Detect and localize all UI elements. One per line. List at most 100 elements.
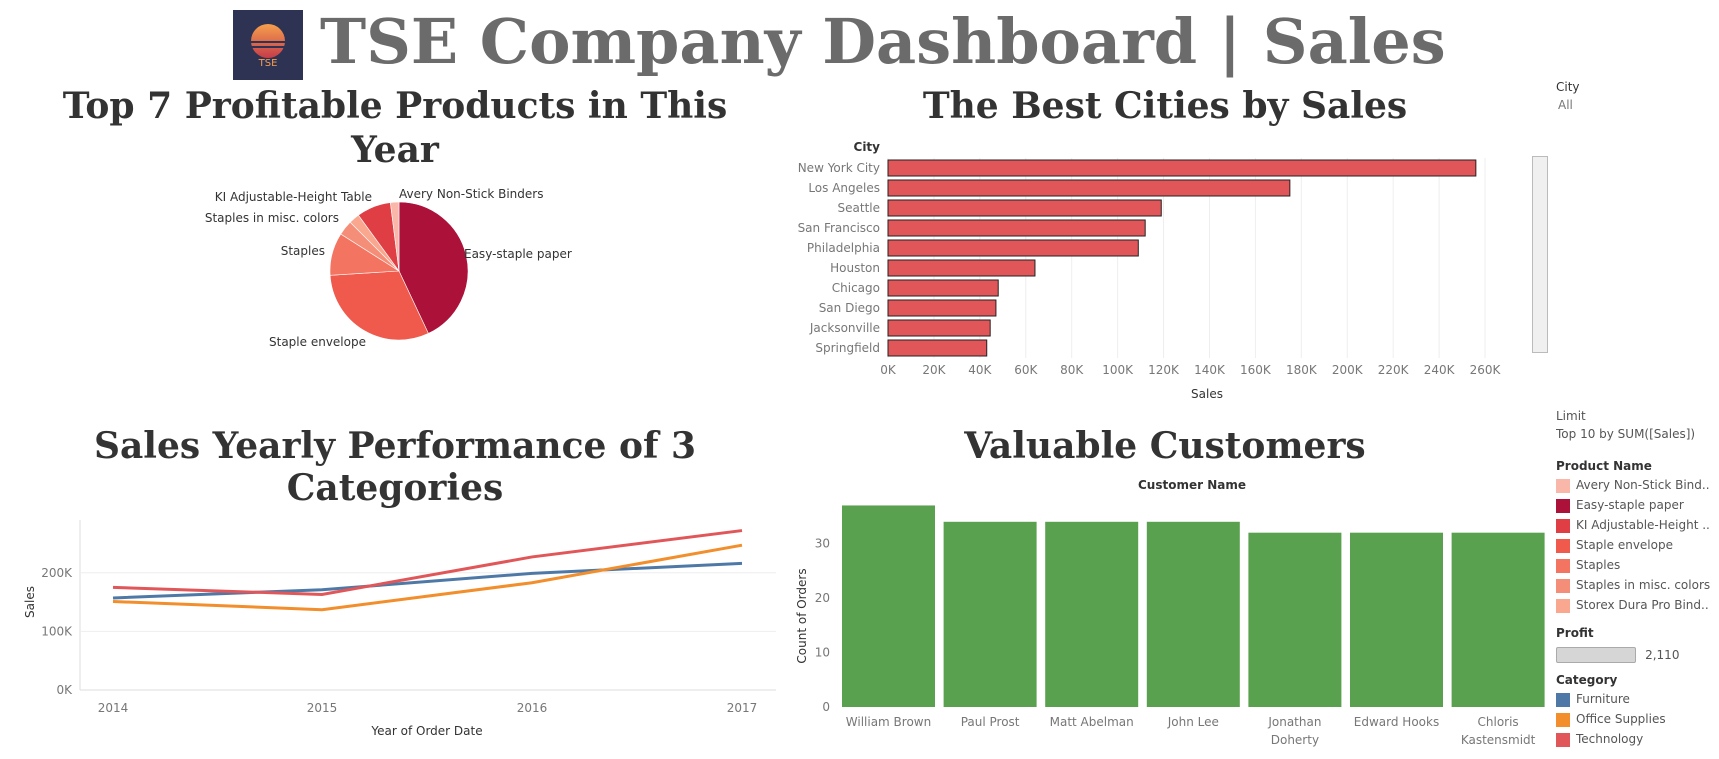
- category-legend-item-furniture[interactable]: Furniture: [1556, 689, 1716, 709]
- cities-axis-header: City: [854, 140, 881, 154]
- legend-swatch: [1556, 598, 1570, 613]
- city-filter-label: City: [1556, 80, 1580, 94]
- city-bar-seattle[interactable]: [887, 199, 1162, 217]
- cities-x-tick: 220K: [1378, 363, 1410, 377]
- cities-x-tick: 60K: [1014, 363, 1038, 377]
- customer-label-matt-abelman: Matt Abelman: [1050, 715, 1134, 729]
- legend-swatch: [1556, 558, 1570, 573]
- legend-label: Furniture: [1576, 692, 1630, 706]
- line-series-office-supplies[interactable]: [112, 543, 743, 612]
- legend-label: Avery Non-Stick Bind..: [1576, 478, 1710, 492]
- city-label-los-angeles: Los Angeles: [808, 181, 880, 195]
- city-bar-san-francisco[interactable]: [887, 219, 1146, 237]
- profit-range-bar: [1556, 646, 1636, 663]
- cities-x-tick: 120K: [1148, 363, 1180, 377]
- category-legend-item-technology[interactable]: Technology: [1556, 729, 1716, 749]
- pie-label-ki-table: KI Adjustable-Height Table: [215, 190, 372, 204]
- product-legend-item-avery-non-stick-bind[interactable]: Avery Non-Stick Bind..: [1556, 475, 1716, 495]
- customers-header: Customer Name: [1138, 478, 1246, 492]
- city-bar-houston[interactable]: [887, 259, 1036, 277]
- cities-x-tick: 100K: [1102, 363, 1134, 377]
- customer-bar-william-brown[interactable]: [842, 505, 935, 707]
- city-bar-los-angeles[interactable]: [887, 179, 1291, 197]
- cities-x-tick: 200K: [1332, 363, 1364, 377]
- customer-label-chloris-kastensmidt: Chloris Kastensmidt: [1461, 715, 1536, 747]
- line-series-technology[interactable]: [112, 529, 743, 596]
- product-legend-item-storex-dura-pro-bind[interactable]: Storex Dura Pro Bind..: [1556, 595, 1716, 615]
- city-bar-chicago[interactable]: [887, 279, 999, 297]
- city-label-springfield: Springfield: [815, 341, 880, 355]
- legend-label: Technology: [1576, 732, 1644, 746]
- city-bar-san-diego[interactable]: [887, 299, 997, 317]
- profit-value: 2,110: [1645, 648, 1680, 662]
- pie-label-staple-envelope: Staple envelope: [269, 335, 366, 349]
- legend-swatch: [1556, 538, 1570, 553]
- legend-label: Easy-staple paper: [1576, 498, 1684, 512]
- customer-bar-john-lee[interactable]: [1146, 521, 1240, 707]
- cities-scrollbar[interactable]: [1532, 156, 1548, 353]
- cities-x-tick: 20K: [922, 363, 946, 377]
- pie-chart: Avery Non-Stick Binders Easy-staple pape…: [205, 187, 572, 349]
- customer-bar-jonathan-doherty[interactable]: [1248, 532, 1342, 707]
- legend-swatch: [1556, 478, 1570, 493]
- dashboard-title: TSE Company Dashboard | Sales: [320, 5, 1446, 78]
- pie-label-avery: Avery Non-Stick Binders: [399, 187, 543, 201]
- legend-label: Staple envelope: [1576, 538, 1673, 552]
- legend-swatch: [1556, 578, 1570, 593]
- city-label-houston: Houston: [830, 261, 880, 275]
- profit-legend: Profit 2,110: [1556, 626, 1716, 663]
- line-y-axis-title: Sales: [23, 586, 37, 618]
- limit-label: Limit: [1556, 409, 1586, 423]
- legend-label: Storex Dura Pro Bind..: [1576, 598, 1709, 612]
- city-bar-springfield[interactable]: [887, 339, 988, 357]
- line-x-tick-2014: 2014: [98, 701, 129, 715]
- customers-bar-chart: Customer Name William Brown Paul Prost Mat…: [795, 478, 1545, 747]
- city-bar-philadelphia[interactable]: [887, 239, 1139, 257]
- city-bar-jacksonville[interactable]: [887, 319, 991, 337]
- legend-label: Staples in misc. colors: [1576, 578, 1711, 592]
- customers-chart-title: Valuable Customers: [964, 425, 1366, 467]
- line-y-tick: 0K: [56, 683, 73, 697]
- customer-label-john-lee: John Lee: [1167, 715, 1219, 729]
- line-y-tick: 100K: [41, 624, 73, 638]
- city-label-chicago: Chicago: [832, 281, 880, 295]
- cities-bar-chart: City New York City Los Angeles Seattle San …: [798, 140, 1502, 401]
- customer-bar-edward-hooks[interactable]: [1350, 532, 1443, 707]
- line-series-furniture[interactable]: [112, 561, 743, 600]
- product-legend-item-easy-staple-paper[interactable]: Easy-staple paper: [1556, 495, 1716, 515]
- customers-y-tick: 20: [815, 591, 830, 605]
- customers-y-tick: 30: [815, 537, 830, 551]
- customer-label-william-brown: William Brown: [846, 715, 931, 729]
- cities-x-tick: 40K: [968, 363, 992, 377]
- line-chart-title-line2: Categories: [286, 467, 504, 509]
- legend-swatch: [1556, 712, 1570, 727]
- cities-x-axis-title: Sales: [1191, 387, 1223, 401]
- product-legend-item-ki-adjustable-height[interactable]: KI Adjustable-Height ..: [1556, 515, 1716, 535]
- line-x-tick-2017: 2017: [727, 701, 758, 715]
- product-legend-item-staples-in-misc-colors[interactable]: Staples in misc. colors: [1556, 575, 1716, 595]
- legend-swatch: [1556, 692, 1570, 707]
- profit-legend-title: Profit: [1556, 626, 1594, 640]
- category-legend-item-office-supplies[interactable]: Office Supplies: [1556, 709, 1716, 729]
- legend-swatch: [1556, 518, 1570, 533]
- line-x-tick-2015: 2015: [307, 701, 338, 715]
- legend-label: Staples: [1576, 558, 1621, 572]
- pie-label-staples: Staples: [281, 244, 325, 258]
- product-legend: Product Name Avery Non-Stick Bind.. Easy-…: [1556, 459, 1716, 615]
- city-filter-value[interactable]: All: [1558, 98, 1573, 112]
- legend-swatch: [1556, 498, 1570, 513]
- product-legend-item-staples[interactable]: Staples: [1556, 555, 1716, 575]
- product-legend-title: Product Name: [1556, 459, 1652, 473]
- product-legend-item-staple-envelope[interactable]: Staple envelope: [1556, 535, 1716, 555]
- limit-value: Top 10 by SUM([Sales]): [1556, 427, 1696, 441]
- legend-label: Office Supplies: [1576, 712, 1666, 726]
- customer-label-jonathan-doherty: Jonathan Doherty: [1267, 715, 1321, 747]
- pie-slice-avery-non-stick-binders: [390, 201, 400, 272]
- city-label-seattle: Seattle: [838, 201, 880, 215]
- cities-x-tick: 260K: [1470, 363, 1502, 377]
- customers-y-axis-title: Count of Orders: [795, 568, 809, 663]
- customer-bar-matt-abelman[interactable]: [1045, 521, 1139, 707]
- city-bar-new-york-city[interactable]: [887, 159, 1477, 177]
- customer-bar-paul-prost[interactable]: [943, 521, 1037, 707]
- customer-bar-chloris-kastensmidt[interactable]: [1451, 532, 1545, 707]
